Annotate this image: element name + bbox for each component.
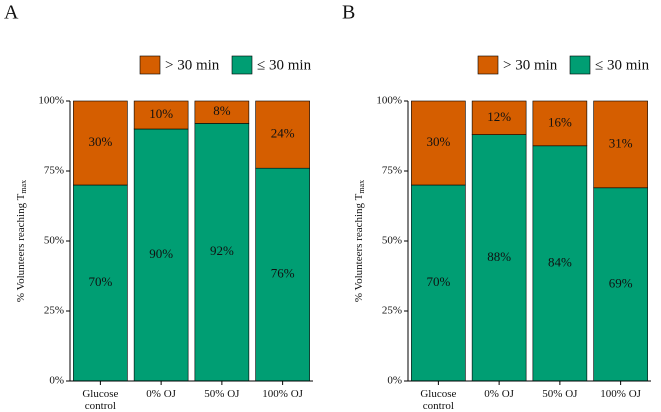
bar-segment — [411, 184, 466, 382]
x-tick-label: 0% OJ — [484, 388, 514, 400]
y-axis-label-text: % Volunteers reaching T — [15, 193, 27, 302]
legend-swatch — [477, 55, 499, 75]
data-label: 10% — [149, 106, 173, 121]
x-tick-label-line: control — [423, 400, 454, 412]
legend-label: > 30 min — [503, 57, 558, 73]
bar-segment — [471, 100, 527, 135]
legend-swatch — [139, 55, 161, 75]
y-axis-label: % Volunteers reaching Tmax — [353, 180, 366, 302]
bar-segment — [255, 167, 310, 382]
bar-segment — [593, 187, 648, 382]
data-label: 16% — [548, 114, 572, 129]
legend-swatch — [231, 55, 253, 75]
bar-segment — [194, 100, 250, 124]
data-label: 31% — [609, 135, 633, 150]
bar-segment — [73, 184, 128, 382]
x-tick-label: 50% OJ — [204, 388, 240, 400]
y-tick-label: 75% — [44, 165, 64, 177]
x-tick-label-line: control — [85, 400, 116, 412]
data-label: 76% — [271, 266, 295, 281]
x-tick-label-line: 0% OJ — [484, 388, 514, 400]
bar-segment — [73, 100, 128, 186]
bar-segment — [411, 100, 466, 186]
y-tick-label: 0% — [387, 375, 402, 387]
bar-segment — [471, 134, 527, 382]
bar-segment — [255, 100, 310, 169]
panel-label: A — [4, 2, 19, 24]
x-tick-label-line: 100% OJ — [262, 388, 303, 400]
y-tick-label: 0% — [49, 375, 64, 387]
y-tick-label: 50% — [382, 235, 402, 247]
x-tick-label: Glucose control — [82, 388, 118, 412]
bar-segment — [593, 100, 648, 189]
legend-label: > 30 min — [165, 57, 220, 73]
y-tick-label: 100% — [38, 95, 64, 107]
legend-label: ≤ 30 min — [257, 57, 312, 73]
x-tick-label: 50% OJ — [542, 388, 578, 400]
data-label: 70% — [426, 274, 450, 289]
data-label: 69% — [609, 275, 633, 290]
data-label: 8% — [213, 103, 231, 118]
y-axis-label-text: % Volunteers reaching T — [353, 193, 365, 302]
y-tick-label: 50% — [44, 235, 64, 247]
data-label: 24% — [271, 126, 295, 141]
data-label: 70% — [88, 274, 112, 289]
x-tick-label: 100% OJ — [600, 388, 641, 400]
y-tick-label: 25% — [382, 305, 402, 317]
bar-segment — [194, 123, 250, 382]
data-label: 90% — [149, 246, 173, 261]
panel-label: B — [342, 2, 355, 24]
x-tick-label-line: 100% OJ — [600, 388, 641, 400]
y-axis-label-sub: max — [19, 180, 28, 194]
y-tick-label: 75% — [382, 165, 402, 177]
y-axis-label-sub: max — [357, 180, 366, 194]
y-axis-label: % Volunteers reaching Tmax — [15, 180, 28, 302]
data-label: 84% — [548, 254, 572, 269]
x-tick-label-line: 0% OJ — [146, 388, 176, 400]
x-tick-label-line: Glucose — [82, 388, 118, 400]
x-tick-label: 100% OJ — [262, 388, 303, 400]
x-tick-label-line: 50% OJ — [204, 388, 240, 400]
bar-segment — [133, 128, 189, 382]
y-tick-label: 100% — [376, 95, 402, 107]
x-tick-label: 0% OJ — [146, 388, 176, 400]
y-tick-label: 25% — [44, 305, 64, 317]
legend-label: ≤ 30 min — [595, 57, 650, 73]
x-tick-label-line: Glucose — [420, 388, 456, 400]
x-tick-label-line: 50% OJ — [542, 388, 578, 400]
data-label: 30% — [426, 134, 450, 149]
data-label: 30% — [88, 134, 112, 149]
data-label: 12% — [487, 109, 511, 124]
legend-swatch — [569, 55, 591, 75]
bar-segment — [532, 145, 588, 382]
x-tick-label: Glucose control — [420, 388, 456, 412]
bar-segment — [532, 100, 588, 147]
data-label: 88% — [487, 249, 511, 264]
data-label: 92% — [210, 243, 234, 258]
bar-segment — [133, 100, 189, 130]
